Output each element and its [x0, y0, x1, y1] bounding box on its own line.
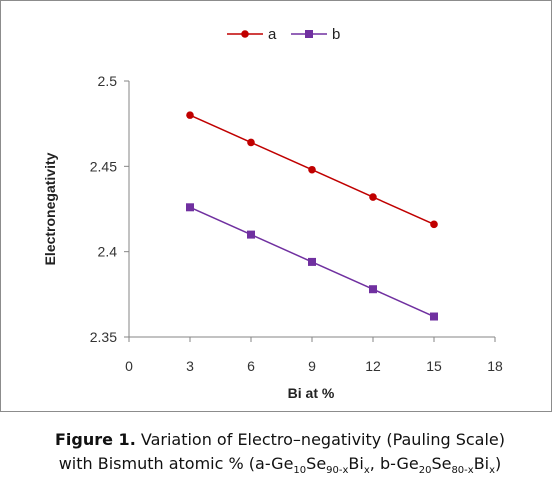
y-tick-label: 2.4 [98, 244, 118, 260]
x-tick-label: 3 [186, 358, 194, 374]
y-tick-label: 2.5 [98, 73, 118, 89]
legend-marker [305, 30, 313, 38]
caption-subscript: 80-x [451, 465, 474, 477]
caption-subscript: x [363, 465, 370, 477]
legend-marker [241, 30, 249, 38]
data-point [247, 230, 255, 239]
data-point [430, 220, 438, 229]
x-tick-label: 18 [487, 358, 503, 374]
caption-text-segment: ) [495, 454, 502, 473]
x-tick-label: 12 [365, 358, 381, 374]
caption-text-segment: with Bismuth atomic % (a-Ge [58, 454, 294, 473]
data-point [308, 257, 316, 266]
data-point [186, 111, 194, 119]
caption-subscript: x [489, 465, 496, 477]
axes [124, 80, 496, 342]
caption-text-segment: Se [431, 454, 452, 473]
y-tick-label: 2.45 [90, 158, 117, 174]
caption-line-1: Figure 1. Variation of Electro–negativit… [0, 428, 560, 452]
y-tick-label: 2.35 [90, 329, 117, 345]
caption-subscript: 90-x [326, 465, 349, 477]
data-point [369, 285, 377, 294]
caption-text-segment: Bi [473, 454, 490, 473]
legend-label: b [332, 26, 340, 43]
tick-labels: 0 3 6 9 12 15 18 2.35 2.4 2.45 2.5 [90, 73, 503, 374]
data-point [369, 193, 377, 201]
data-point [186, 203, 194, 212]
x-tick-label: 15 [426, 358, 442, 374]
legend-label: a [268, 26, 277, 43]
caption-subscript: 20 [418, 465, 432, 477]
caption-subscript: 10 [293, 465, 307, 477]
figure-caption: Figure 1. Variation of Electro–negativit… [0, 428, 560, 476]
caption-text: Variation of Electro–negativity (Pauling… [140, 430, 506, 449]
caption-text-segment: Bi [348, 454, 364, 473]
data-point [247, 138, 255, 147]
data-point [430, 312, 438, 321]
legend-item-b: b [291, 26, 340, 43]
y-axis-title: Electronegativity [42, 152, 58, 265]
data-point [308, 165, 316, 174]
series-a [186, 111, 438, 229]
caption-text-segment: , b-Ge [369, 454, 419, 473]
series-b [186, 203, 438, 321]
plot-area [186, 111, 438, 321]
caption-line-2: with Bismuth atomic % (a-Ge10Se90-xBix, … [0, 452, 560, 476]
caption-label: Figure 1. [54, 430, 136, 449]
x-axis-title: Bi at % [288, 385, 335, 401]
caption-text-segment: Se [306, 454, 327, 473]
x-tick-label: 6 [247, 358, 255, 374]
x-tick-label: 9 [308, 358, 316, 374]
legend-item-a: a [227, 26, 277, 43]
x-tick-label: 0 [125, 358, 133, 374]
